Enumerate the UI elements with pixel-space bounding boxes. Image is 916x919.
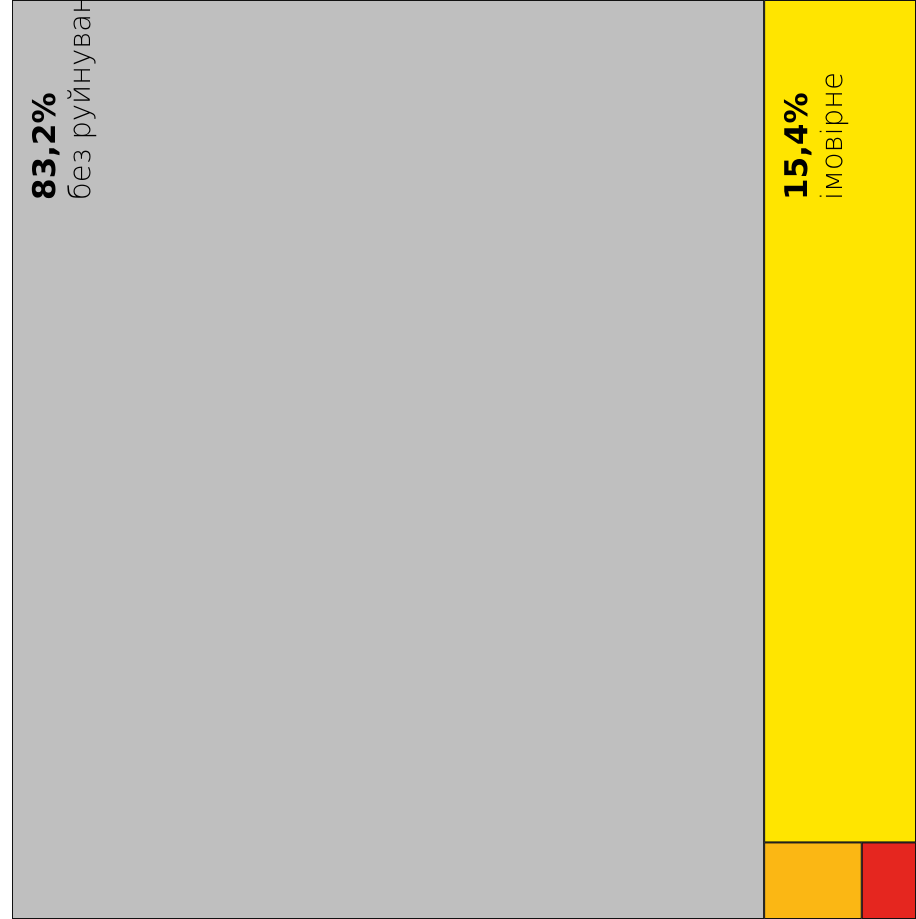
value-label: 15,4%	[779, 92, 815, 200]
treemap-cell	[12, 0, 765, 919]
treemap-cell	[764, 0, 916, 843]
treemap-cell	[764, 842, 862, 919]
value-label: 83,2%	[27, 92, 63, 200]
treemap-cell	[861, 842, 916, 919]
category-label: без руйнувань	[63, 0, 97, 200]
category-label: імовірне	[815, 72, 849, 200]
